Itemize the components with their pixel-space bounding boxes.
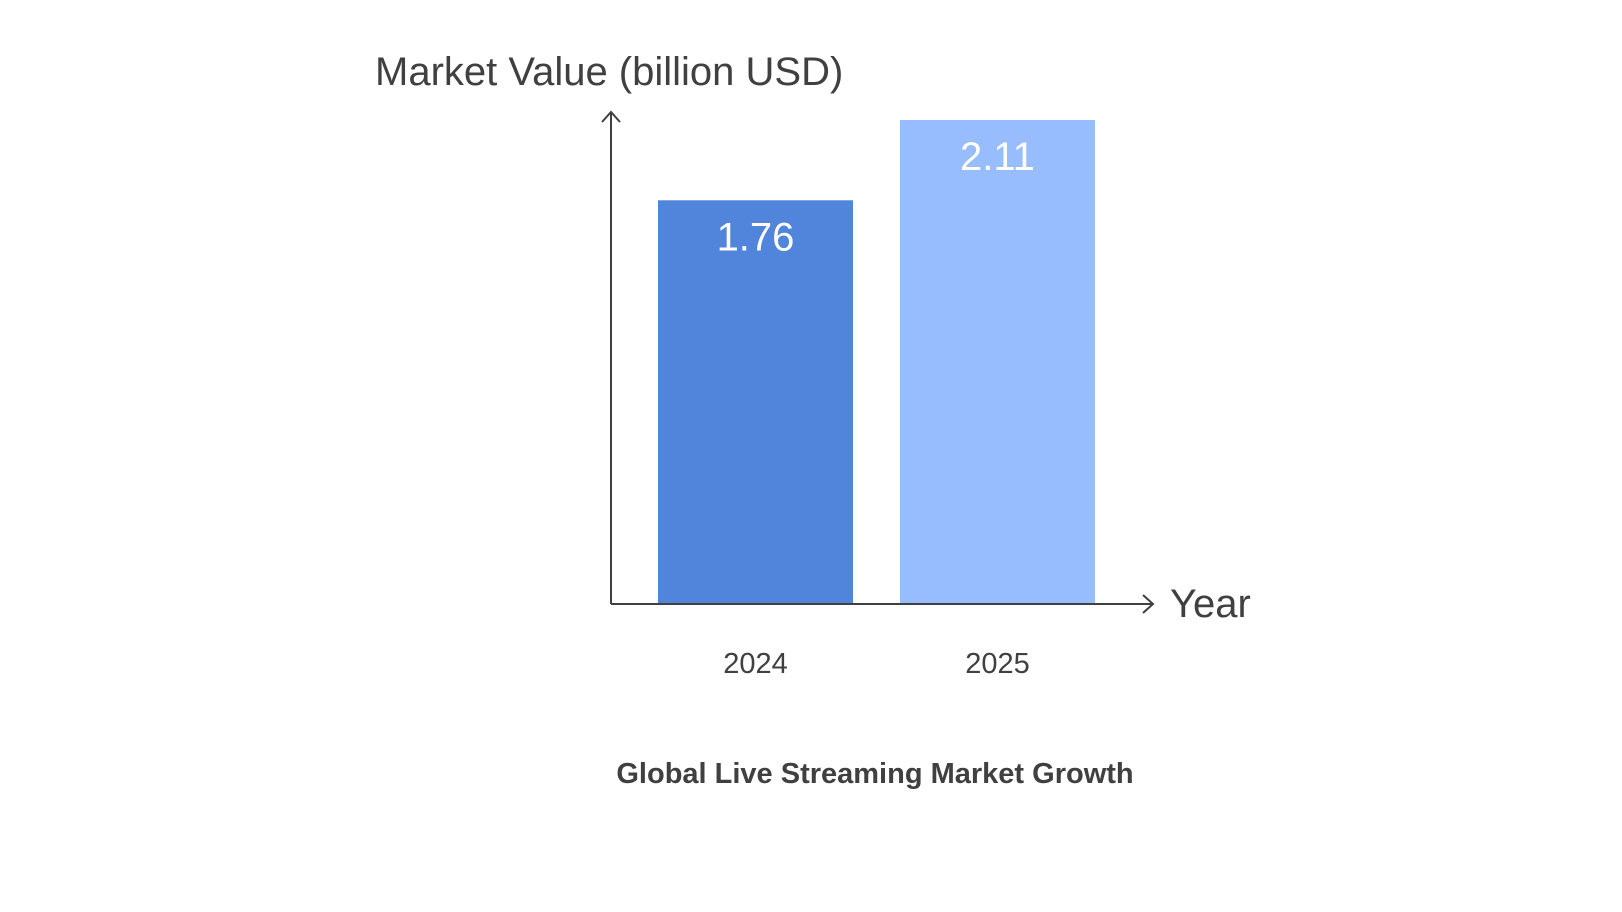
y-axis-arrow-icon [601,110,621,123]
bar-2025 [900,120,1095,604]
x-axis-label: Year [1170,582,1251,626]
bars-group: 1.76 2024 2.11 2025 [658,120,1095,680]
data-label-2025: 2.11 [960,135,1035,179]
bar-2024 [658,200,853,604]
x-tick-label-2024: 2024 [723,648,788,680]
data-label-2024: 1.76 [717,215,795,259]
x-axis-arrow-icon [1142,594,1155,614]
x-tick-label-2025: 2025 [965,648,1030,680]
y-axis-label: Market Value (billion USD) [375,50,843,94]
chart-title: Global Live Streaming Market Growth [616,758,1133,790]
